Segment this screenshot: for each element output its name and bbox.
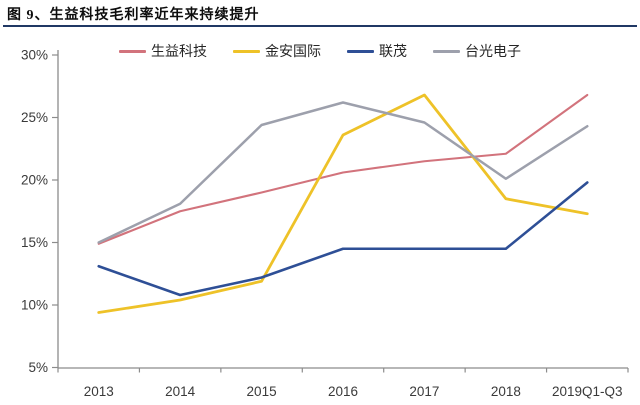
x-tick-label: 2013 <box>84 384 114 399</box>
title-rule <box>3 25 637 27</box>
legend-label: 联茂 <box>379 43 407 59</box>
x-tick-label: 2016 <box>328 384 358 399</box>
y-tick-label: 15% <box>21 235 48 250</box>
figure-title: 图 9、生益科技毛利率近年来持续提升 <box>7 8 260 23</box>
legend-item: 生益科技 <box>119 41 207 61</box>
y-tick-label: 20% <box>21 173 48 188</box>
legend-item: 台光电子 <box>433 41 521 61</box>
legend-label: 台光电子 <box>465 43 521 59</box>
series-line-金安国际 <box>97 93 589 314</box>
series-line-台光电子 <box>97 101 589 244</box>
y-tick-label: 10% <box>21 298 48 313</box>
legend-label: 金安国际 <box>265 43 321 59</box>
legend-line-swatch <box>233 49 260 53</box>
x-tick-label: 2014 <box>165 384 196 399</box>
y-tick-label: 30% <box>21 48 48 63</box>
legend-line-swatch <box>119 49 146 53</box>
legend-item: 金安国际 <box>233 41 321 61</box>
series-line-生益科技 <box>97 93 589 245</box>
y-tick-label: 5% <box>28 360 48 375</box>
x-tick-label: 2019Q1-Q3 <box>552 384 623 399</box>
legend-line-swatch <box>347 49 374 53</box>
chart-legend: 生益科技 金安国际 联茂 台光电子 <box>0 41 640 61</box>
legend-item: 联茂 <box>347 41 407 61</box>
legend-line-swatch <box>433 49 460 53</box>
x-tick-label: 2018 <box>491 384 521 399</box>
series-line-联茂 <box>97 181 589 297</box>
x-tick-label: 2017 <box>409 384 439 399</box>
y-tick-label: 25% <box>21 110 48 125</box>
legend-label: 生益科技 <box>151 43 207 59</box>
x-tick-label: 2015 <box>247 384 277 399</box>
